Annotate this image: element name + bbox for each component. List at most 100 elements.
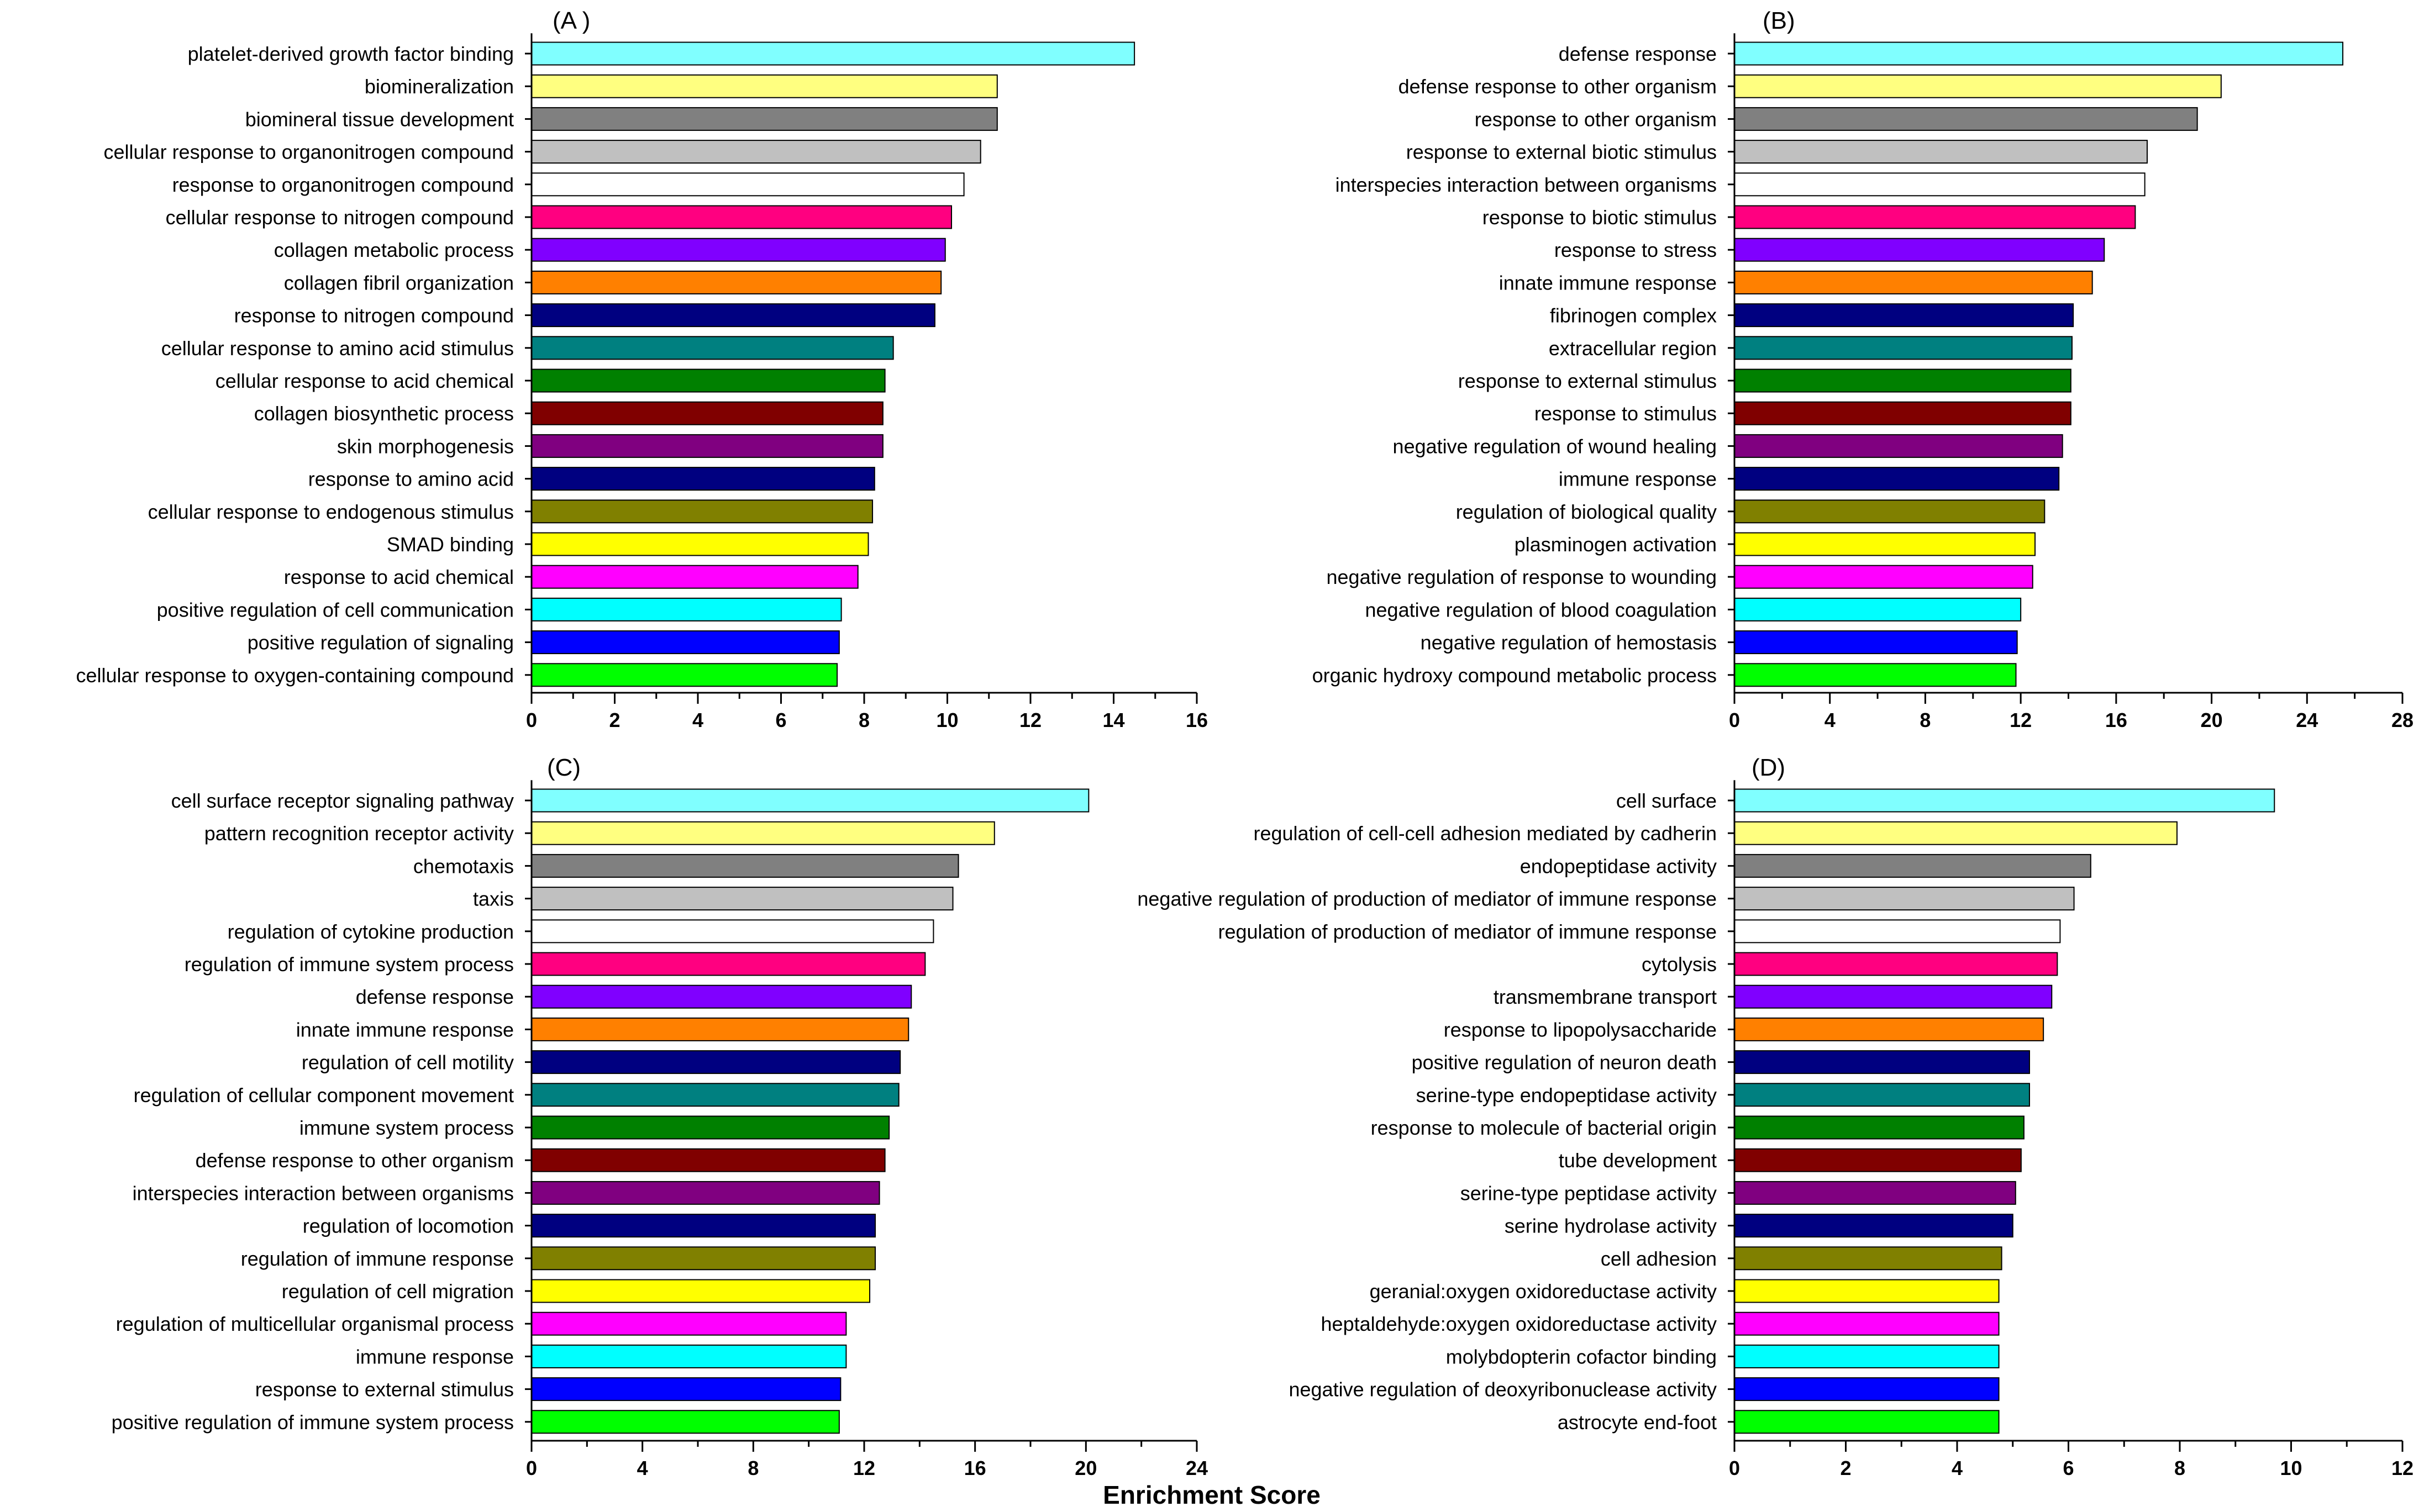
bar: [531, 1181, 880, 1205]
x-tick-label: 8: [748, 1457, 759, 1479]
bar: [531, 270, 942, 294]
category-label: collagen biosynthetic process: [254, 402, 514, 425]
category-label: biomineralization: [365, 75, 514, 98]
bar: [531, 107, 998, 131]
category-label: transmembrane transport: [1494, 986, 1717, 1008]
category-label: response to external stimulus: [1458, 370, 1717, 392]
x-tick-label: 28: [2391, 709, 2414, 731]
bar: [531, 1083, 900, 1107]
bar: [1734, 107, 2198, 131]
x-tick-label: 10: [2280, 1457, 2302, 1479]
bar: [1734, 1377, 2000, 1402]
category-label: pattern recognition receptor activity: [204, 822, 514, 845]
x-tick-label: 16: [964, 1457, 986, 1479]
category-label: heptaldehyde:oxygen oxidoreductase activ…: [1321, 1313, 1717, 1335]
bar: [531, 1344, 847, 1368]
bar: [531, 1246, 876, 1271]
category-label: response to biotic stimulus: [1482, 206, 1717, 229]
bar: [531, 467, 875, 491]
bar: [531, 303, 935, 328]
category-label: plasminogen activation: [1515, 533, 1717, 556]
category-label: regulation of biological quality: [1456, 501, 1717, 523]
bar: [1734, 368, 2071, 393]
bar: [1734, 1017, 2044, 1041]
category-label: endopeptidase activity: [1520, 855, 1717, 877]
bar: [531, 434, 884, 458]
x-tick-label: 16: [1186, 709, 1208, 731]
category-label: serine-type endopeptidase activity: [1416, 1084, 1717, 1107]
bar: [1734, 336, 2073, 360]
category-label: molybdopterin cofactor binding: [1446, 1345, 1717, 1368]
x-tick-label: 2: [609, 709, 620, 731]
category-label: platelet-derived growth factor binding: [188, 43, 514, 65]
category-label: response to acid chemical: [284, 566, 514, 588]
category-label: cellular response to oxygen-containing c…: [76, 664, 514, 687]
bar: [1734, 1050, 2030, 1074]
category-label: regulation of cytokine production: [228, 920, 514, 943]
category-label: cellular response to organonitrogen comp…: [104, 141, 514, 164]
bar: [531, 205, 953, 229]
bar: [1734, 434, 2063, 458]
x-tick-label: 20: [1075, 1457, 1097, 1479]
category-label: SMAD binding: [387, 533, 514, 556]
bar: [531, 368, 886, 393]
category-label: response to stimulus: [1534, 402, 1717, 425]
panel-3: (C) cell surface receptor signaling pathw…: [112, 754, 1208, 1479]
x-tick-label: 0: [526, 709, 537, 731]
category-label: positive regulation of neuron death: [1412, 1051, 1717, 1074]
category-label: skin morphogenesis: [337, 435, 514, 457]
category-label: cellular response to endogenous stimulus: [148, 501, 514, 523]
category-label: positive regulation of signaling: [248, 631, 514, 654]
category-label: regulation of cell motility: [302, 1051, 514, 1074]
category-label: regulation of cell-cell adhesion mediate…: [1253, 822, 1717, 845]
x-tick-label: 16: [2105, 709, 2127, 731]
category-label: astrocyte end-foot: [1558, 1411, 1717, 1434]
x-tick-label: 4: [1952, 1457, 1963, 1479]
x-tick-label: 0: [1729, 709, 1740, 731]
category-label: biomineral tissue development: [245, 108, 514, 130]
category-label: collagen fibril organization: [284, 271, 514, 294]
bar: [531, 663, 838, 687]
category-label: innate immune response: [1499, 271, 1717, 294]
category-label: defense response to other organism: [196, 1149, 514, 1172]
category-label: cellular response to nitrogen compound: [166, 206, 514, 229]
category-label: cellular response to amino acid stimulus: [161, 337, 514, 360]
category-label: response to amino acid: [308, 468, 514, 491]
bar: [1734, 952, 2058, 976]
bar: [1734, 1214, 2013, 1238]
bar: [1734, 1311, 2000, 1336]
bar: [1734, 887, 2075, 911]
bar: [531, 565, 859, 589]
x-tick-label: 24: [2296, 709, 2318, 731]
x-tick-label: 12: [1019, 709, 1042, 731]
panel-title: (B): [1763, 7, 1795, 34]
category-label: immune response: [1559, 468, 1717, 491]
category-label: chemotaxis: [413, 855, 514, 877]
category-label: response to external biotic stimulus: [1406, 141, 1717, 164]
category-label: extracellular region: [1549, 337, 1717, 360]
category-label: positive regulation of immune system pro…: [112, 1411, 514, 1434]
bar: [531, 919, 934, 944]
bar: [1734, 140, 2148, 164]
x-tick-label: 20: [2201, 709, 2223, 731]
category-label: regulation of cell migration: [282, 1280, 514, 1303]
bar: [1734, 1410, 2000, 1434]
x-axis-label: Enrichment Score: [1103, 1481, 1321, 1509]
x-tick-label: 6: [2063, 1457, 2074, 1479]
x-tick-label: 8: [2174, 1457, 2185, 1479]
bar: [531, 597, 842, 621]
category-label: cellular response to acid chemical: [215, 370, 514, 392]
category-label: cell surface receptor signaling pathway: [171, 789, 514, 812]
x-tick-label: 4: [1824, 709, 1836, 731]
bar: [1734, 1083, 2030, 1107]
bar: [1734, 788, 2275, 813]
category-label: immune response: [356, 1345, 514, 1368]
category-label: response to other organism: [1475, 108, 1717, 130]
bar: [1734, 172, 2146, 197]
category-label: regulation of production of mediator of …: [1218, 920, 1717, 943]
bar: [1734, 238, 2105, 262]
category-label: interspecies interaction between organis…: [133, 1182, 514, 1204]
bar: [1734, 1344, 2000, 1368]
panel-title: (D): [1752, 754, 1785, 781]
